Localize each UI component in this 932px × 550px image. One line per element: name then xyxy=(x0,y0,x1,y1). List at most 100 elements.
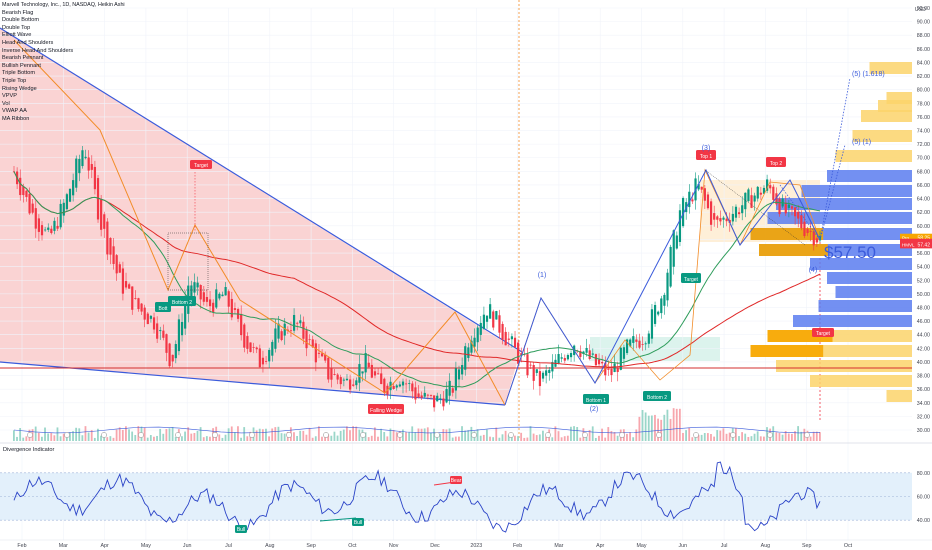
legend-item[interactable]: Bullish Pennant xyxy=(2,62,41,69)
volume-bar xyxy=(682,432,684,441)
price-tick: 64.00 xyxy=(917,197,930,203)
volume-profile-bar xyxy=(810,375,912,387)
candle-body xyxy=(109,237,112,255)
volume-bar xyxy=(464,430,467,441)
candle-body xyxy=(162,330,165,338)
candle-body xyxy=(352,384,355,386)
candle-body xyxy=(485,315,489,322)
volume-bar xyxy=(81,435,84,441)
candle-body xyxy=(224,287,227,296)
legend-item[interactable]: Bearish Flag xyxy=(2,9,34,16)
chart-title[interactable]: Marvell Technology, Inc., 1D, NASDAQ, He… xyxy=(2,2,125,8)
legend-item[interactable]: Double Bottom xyxy=(2,17,40,24)
bottom-2-label-bg xyxy=(643,391,671,401)
volume-bar xyxy=(641,409,644,441)
legend-item[interactable]: VWAP AA xyxy=(2,108,27,115)
volume-bar xyxy=(314,436,317,441)
volume-profile-bar xyxy=(835,150,912,162)
event-marker xyxy=(508,432,514,438)
volume-bar xyxy=(535,435,538,441)
legend-item[interactable]: Head And Shoulders xyxy=(2,39,54,46)
volume-bar xyxy=(448,428,451,441)
event-marker xyxy=(360,432,366,438)
volume-bar xyxy=(349,430,351,441)
candle-body xyxy=(448,380,451,396)
legend-item[interactable]: Triple Bottom xyxy=(2,70,36,77)
legend-item[interactable]: VPVP xyxy=(2,93,17,100)
candle-body xyxy=(812,231,815,246)
event-marker xyxy=(656,432,662,438)
event-marker xyxy=(767,432,773,438)
candle-body xyxy=(719,218,722,222)
volume-bar xyxy=(467,430,470,441)
candle-body xyxy=(348,379,352,390)
price-tick: 42.00 xyxy=(917,346,930,352)
volume-bar xyxy=(143,427,146,441)
osc-tick: 80.00 xyxy=(917,471,930,477)
event-marker xyxy=(693,432,699,438)
candle-body xyxy=(84,156,87,159)
candle-body xyxy=(622,347,626,359)
candle-body xyxy=(585,347,588,353)
candle-body xyxy=(196,282,199,288)
price-badge-bg xyxy=(900,233,932,242)
legend-item[interactable]: Triple Top xyxy=(2,77,27,84)
target-2-label-bg xyxy=(812,328,834,337)
legend-item[interactable]: Inverse Head And Shoulders xyxy=(2,47,74,54)
candle-body xyxy=(252,347,255,349)
candle-body xyxy=(62,202,65,216)
candle-body xyxy=(336,374,339,380)
legend-item[interactable]: MA Ribbon xyxy=(2,115,30,122)
candle-body xyxy=(65,194,69,210)
legend-item[interactable]: Double Top xyxy=(2,24,31,31)
candle-body xyxy=(398,384,401,387)
candle-body xyxy=(121,268,125,294)
candle-body xyxy=(106,221,109,255)
price-tick: 50.00 xyxy=(917,292,930,298)
bottom-2-label: Bottom 2 xyxy=(647,395,667,401)
volume-bar xyxy=(224,434,227,441)
volume-bar xyxy=(526,437,529,441)
candle-body xyxy=(168,343,171,367)
legend-item[interactable]: Elliott Wave xyxy=(2,32,32,39)
zigzag-orange xyxy=(13,39,506,406)
candle-body xyxy=(476,327,479,343)
volume-bar xyxy=(492,437,495,441)
volume-profile-bar xyxy=(793,315,912,327)
volume-bar xyxy=(498,437,501,441)
flag-zone xyxy=(590,337,720,361)
volume-bar xyxy=(688,427,691,441)
wave-3-label: (3) xyxy=(702,145,711,152)
legend-item[interactable]: Bearish Pennant xyxy=(2,55,44,62)
event-marker xyxy=(434,432,440,438)
volume-bar xyxy=(112,437,115,441)
bull-div-line xyxy=(319,517,357,522)
volume-bar xyxy=(551,437,554,441)
volume-bar xyxy=(218,434,221,441)
candle-body xyxy=(473,337,476,347)
legend-item[interactable]: Vol xyxy=(2,100,10,107)
volume-bar xyxy=(389,428,392,441)
top-1-label-bg xyxy=(696,150,716,160)
volume-bar xyxy=(815,431,818,441)
candle-body xyxy=(361,371,364,374)
volume-bar xyxy=(395,432,398,441)
price-tick: 62.00 xyxy=(917,210,930,216)
legend-item[interactable]: Rising Wedge xyxy=(2,85,37,92)
volume-bar xyxy=(109,436,112,441)
volume-bar xyxy=(697,434,700,441)
volume-bar xyxy=(819,432,821,441)
volume-bar xyxy=(302,430,305,441)
volume-bar xyxy=(666,409,669,441)
volume-bar xyxy=(106,437,109,441)
volume-bar xyxy=(794,431,796,441)
time-tick: Sep xyxy=(306,543,315,549)
volume-bar xyxy=(554,426,557,441)
current-price-label: $57.50 xyxy=(824,243,876,262)
candle-body xyxy=(741,205,744,214)
candle-body xyxy=(666,272,669,301)
volume-profile-bar xyxy=(776,360,912,372)
volume-bar xyxy=(632,437,635,441)
